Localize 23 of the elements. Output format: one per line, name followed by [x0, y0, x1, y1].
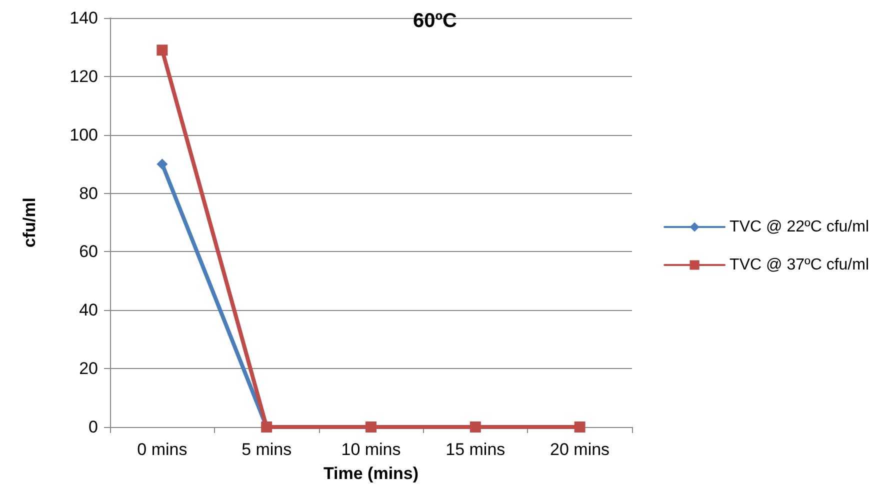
y-tick-label: 0: [88, 418, 98, 436]
x-tick-label: 20 mins: [550, 440, 610, 459]
x-tick-label: 10 mins: [341, 440, 401, 459]
legend-label: TVC @ 22ºC cfu/ml: [730, 218, 870, 236]
x-tick-label: 15 mins: [446, 440, 506, 459]
x-tick-label: 0 mins: [137, 440, 188, 459]
y-tick-label: 20: [79, 359, 98, 378]
point: [574, 422, 586, 432]
legend-label: TVC @ 37ºC cfu/ml: [730, 256, 870, 274]
y-tick-label: 60: [79, 242, 98, 262]
y-tick-label: 40: [79, 300, 98, 320]
y-tick-label: 140: [70, 8, 98, 28]
point: [156, 158, 168, 170]
y-tick-label: 120: [70, 66, 98, 86]
x-tick-label: 5 mins: [242, 440, 292, 459]
x-axis-title: Time (mins): [323, 464, 419, 483]
point: [156, 44, 168, 56]
y-tick-label: 80: [79, 184, 98, 203]
chart-title: 60ºC: [413, 10, 457, 32]
y-axis-title: cfu/ml: [20, 197, 39, 248]
point: [366, 422, 376, 432]
y-tick-label: 100: [70, 125, 98, 144]
point: [470, 422, 481, 432]
